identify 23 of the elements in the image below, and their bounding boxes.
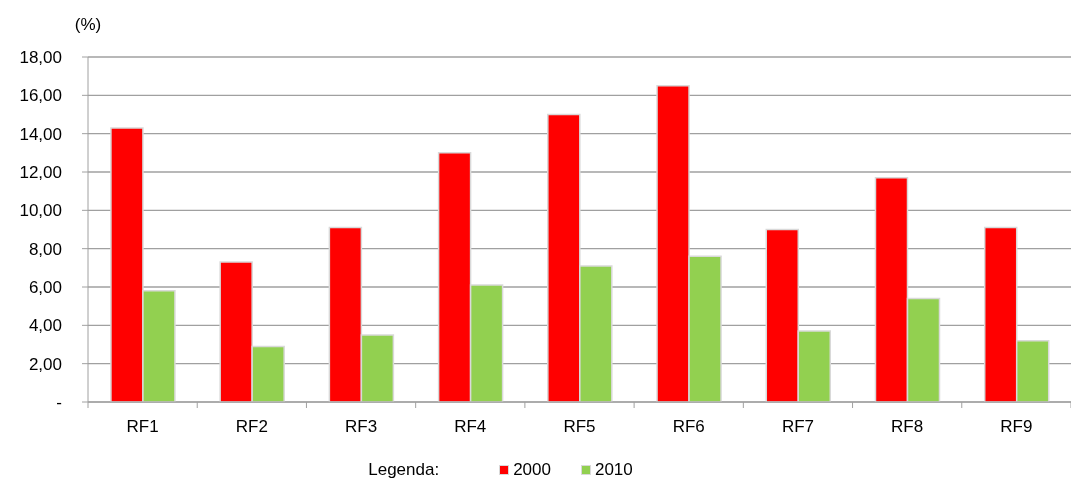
- x-tick-label: RF7: [781, 417, 815, 436]
- y-tick-label: 6,00: [28, 278, 62, 298]
- x-tick-label: RF2: [235, 417, 268, 436]
- y-tick-label: 16,00: [19, 86, 62, 106]
- y-axis-title: (%): [74, 15, 102, 34]
- x-tick-label: RF1: [126, 417, 159, 436]
- y-tick-label: 2,00: [28, 354, 62, 374]
- y-tick-label: 8,00: [28, 239, 62, 259]
- x-tick-label: RF8: [891, 417, 924, 436]
- y-tick-label: 14,00: [19, 124, 62, 144]
- legend-title: Legenda:: [368, 460, 440, 480]
- y-tick-label: 12,00: [19, 163, 62, 183]
- y-tick-label: 4,00: [28, 316, 62, 336]
- y-tick-label: 18,00: [19, 48, 62, 68]
- x-tick-label: RF9: [1000, 417, 1033, 436]
- legend-label: 2000: [513, 460, 551, 480]
- x-tick-label: RF4: [454, 417, 487, 436]
- y-tick-label: -: [56, 393, 62, 413]
- y-tick-label: 10,00: [19, 201, 62, 221]
- x-tick-label: RF3: [344, 417, 378, 436]
- legend-label: 2010: [594, 460, 633, 480]
- x-tick-label: RF5: [563, 417, 596, 436]
- x-tick-label: RF6: [672, 417, 705, 436]
